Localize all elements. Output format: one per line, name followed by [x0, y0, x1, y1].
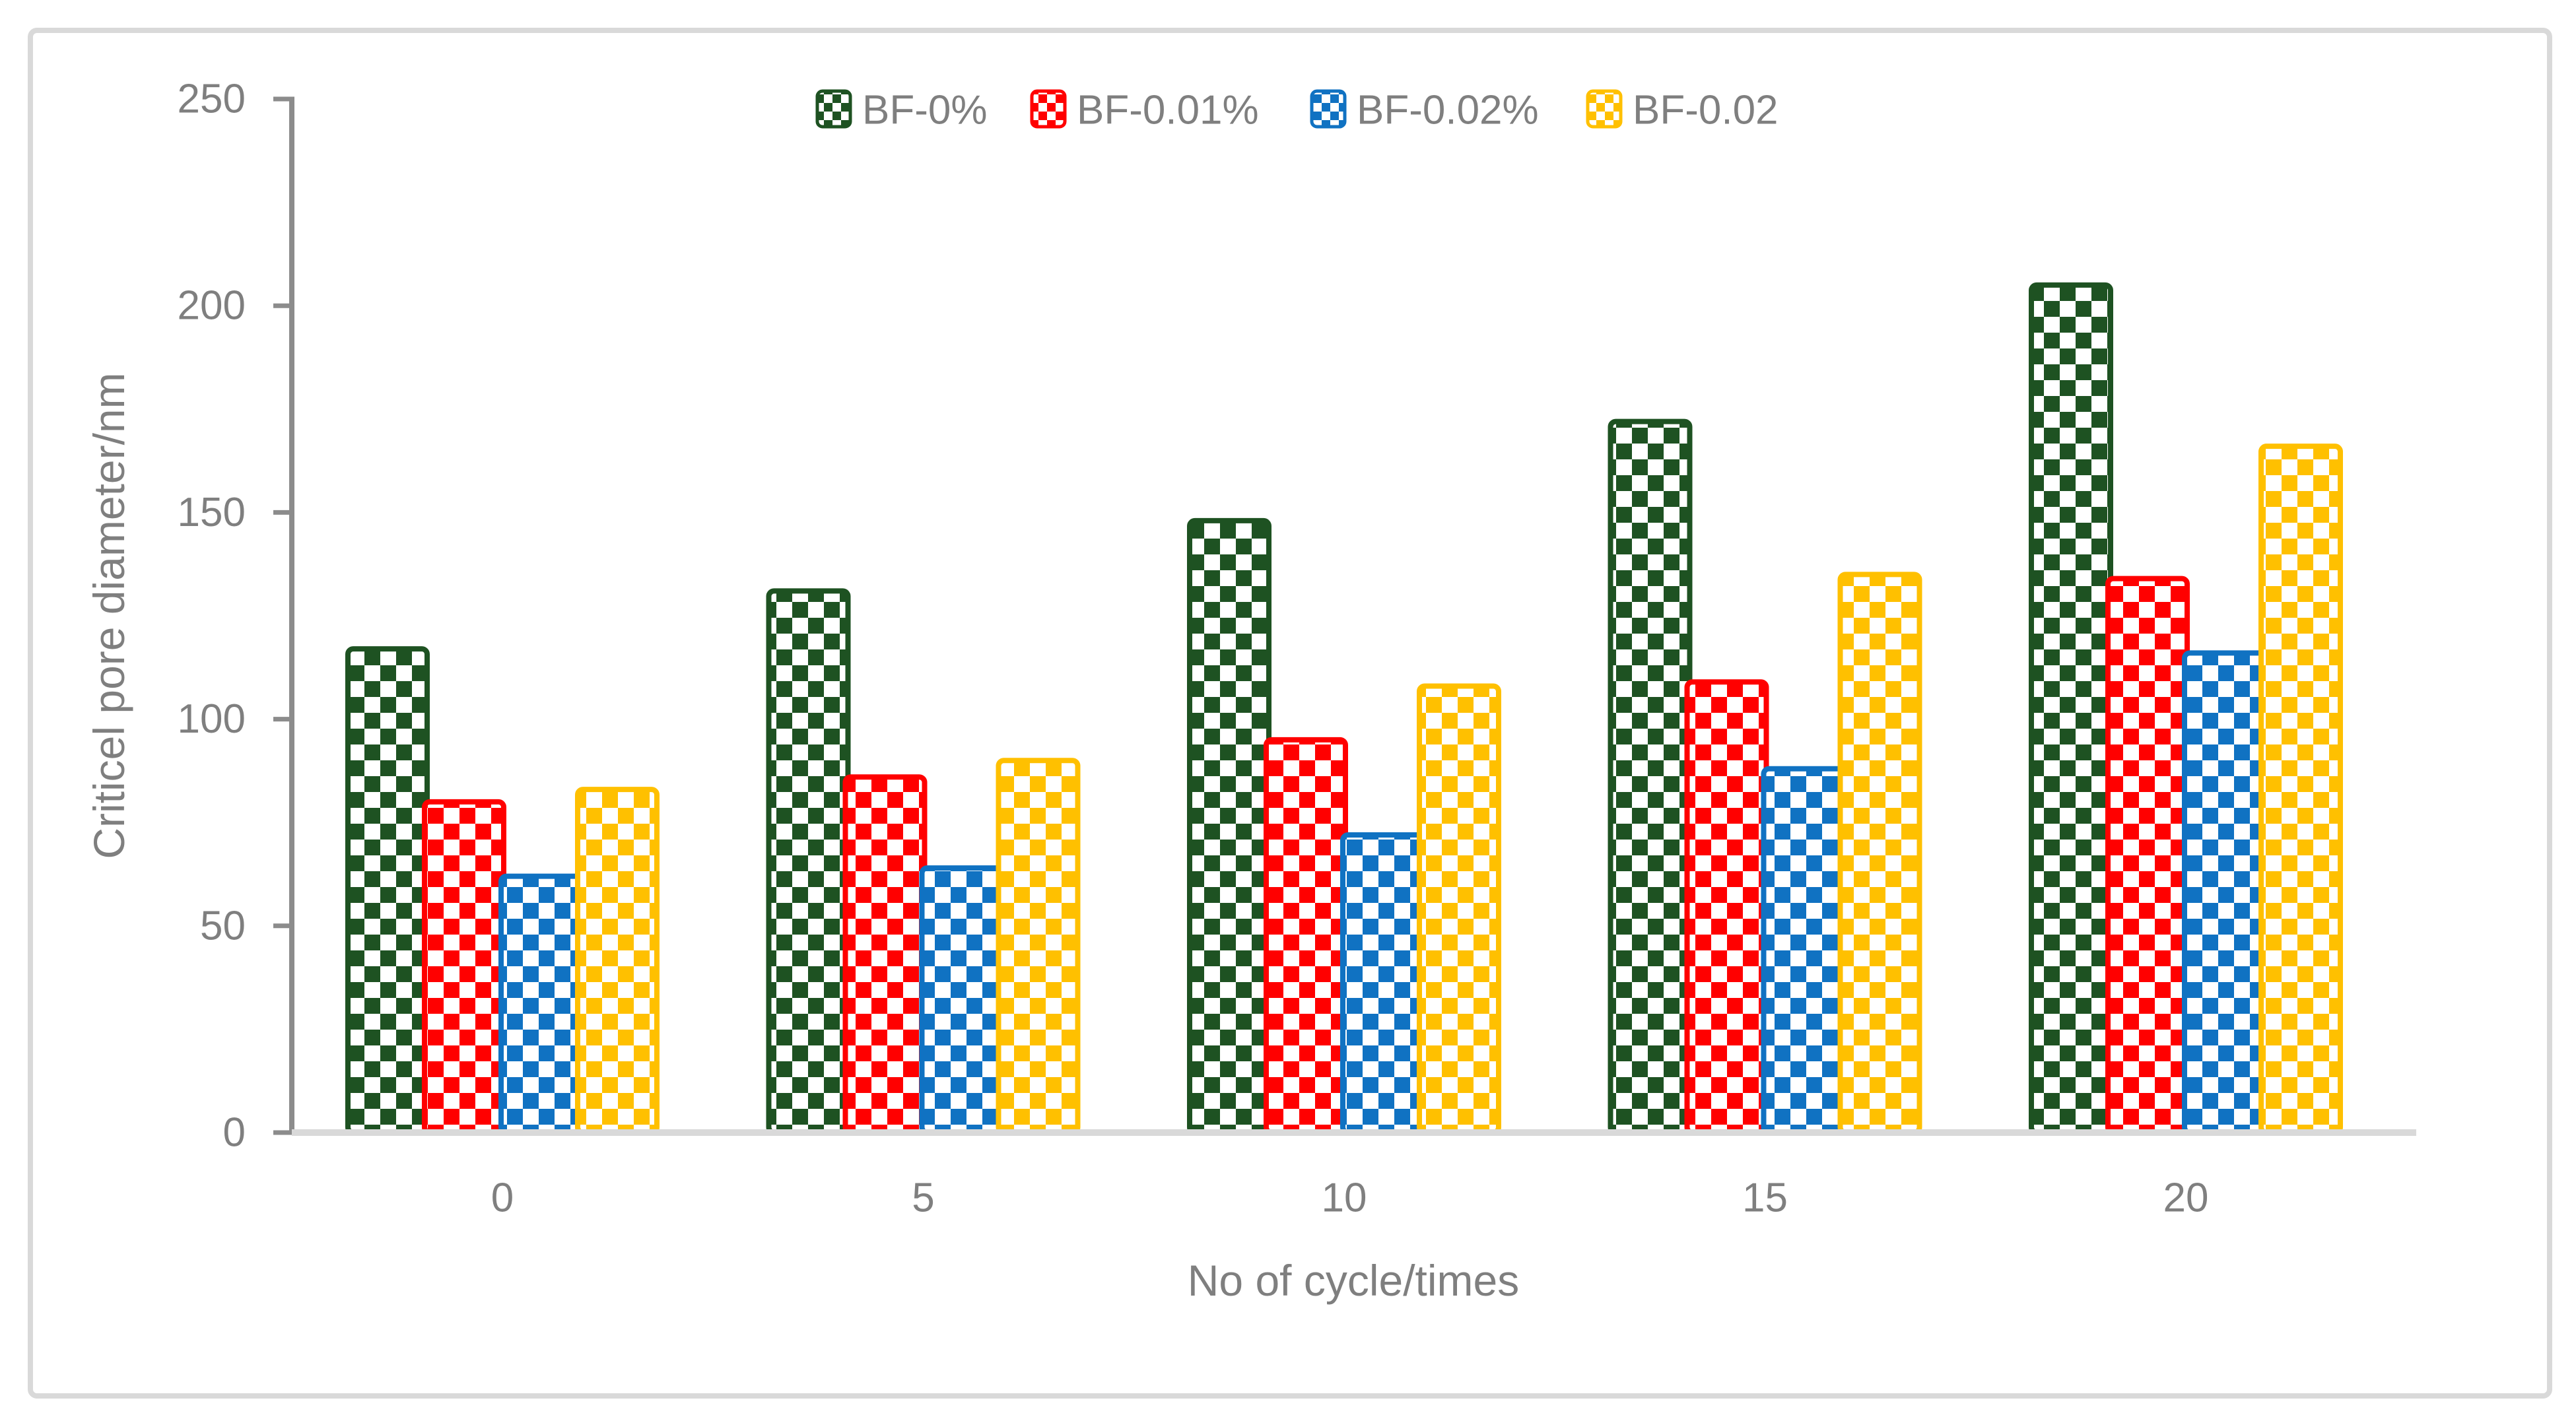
- figure-frame: [28, 28, 2552, 1399]
- y-tick-label: 200: [178, 283, 246, 329]
- legend-item: BF-0%: [815, 88, 987, 133]
- legend: BF-0% BF-0.01% BF-0.02% BF-0.02: [815, 88, 1779, 133]
- y-axis-ticks: [273, 96, 294, 1135]
- bar-BF-0.02-cycle-10: [1417, 683, 1501, 1136]
- x-tick-label: 15: [1742, 1175, 1788, 1221]
- bar-BF-0.02%-cycle-10: [1340, 832, 1425, 1135]
- bar-BF-0.02%-cycle-5: [919, 865, 1004, 1135]
- bar-BF-0.02-cycle-15: [1837, 572, 1922, 1135]
- bar-BF-0.01%-cycle-0: [422, 799, 506, 1135]
- bar-BF-0.02%-cycle-15: [1761, 766, 1846, 1135]
- x-tick-label: 10: [1322, 1175, 1367, 1221]
- bar-BF-0.02-cycle-20: [2258, 444, 2343, 1135]
- legend-swatch-checker-icon: [1310, 89, 1347, 129]
- bar-BF-0.01%-cycle-5: [842, 774, 928, 1135]
- legend-label: BF-0.02%: [1357, 88, 1539, 133]
- legend-item: BF-0.02: [1586, 88, 1779, 133]
- legend-label: BF-0.02: [1633, 88, 1779, 133]
- bar-BF-0.01%-cycle-15: [1684, 679, 1769, 1135]
- y-tick-label: 50: [200, 903, 246, 948]
- x-axis-title: No of cycle/times: [1188, 1256, 1519, 1305]
- legend-label: BF-0%: [862, 88, 987, 133]
- bar-BF-0.02%-cycle-0: [498, 873, 583, 1135]
- bar-BF-0%-cycle-0: [345, 646, 430, 1135]
- legend-swatch-checker-icon: [815, 89, 852, 129]
- y-tick-label: 0: [223, 1110, 246, 1156]
- y-tick-label: 250: [178, 77, 246, 122]
- bar-BF-0.02%-cycle-20: [2182, 650, 2266, 1135]
- x-axis-labels: 0 5 10 15 20: [491, 1175, 2209, 1221]
- legend-swatch-checker-icon: [1030, 89, 1067, 129]
- bar-BF-0.01%-cycle-10: [1264, 737, 1348, 1136]
- legend-item: BF-0.01%: [1030, 88, 1259, 133]
- x-tick-label: 0: [491, 1175, 514, 1221]
- legend-swatch-checker-icon: [1586, 89, 1623, 129]
- y-axis-title: Criticel pore diameter/nm: [85, 372, 133, 859]
- legend-label: BF-0.01%: [1077, 88, 1259, 133]
- bar-BF-0%-cycle-10: [1187, 517, 1271, 1135]
- bar-BF-0.02-cycle-0: [575, 787, 660, 1135]
- x-tick-label: 5: [912, 1175, 934, 1221]
- bar-BF-0%-cycle-15: [1608, 418, 1693, 1135]
- y-tick-label: 150: [178, 490, 246, 535]
- y-tick-label: 100: [178, 696, 246, 742]
- bar-BF-0%-cycle-5: [766, 588, 851, 1135]
- bar-BF-0.02-cycle-5: [996, 758, 1081, 1135]
- legend-item: BF-0.02%: [1310, 88, 1539, 133]
- bar-BF-0%-cycle-20: [2029, 282, 2113, 1135]
- bars-layer: [345, 282, 2343, 1136]
- y-axis-labels: 250 200 150 100 50 0: [178, 77, 246, 1156]
- x-tick-label: 20: [2163, 1175, 2209, 1221]
- bar-BF-0.01%-cycle-20: [2105, 576, 2190, 1135]
